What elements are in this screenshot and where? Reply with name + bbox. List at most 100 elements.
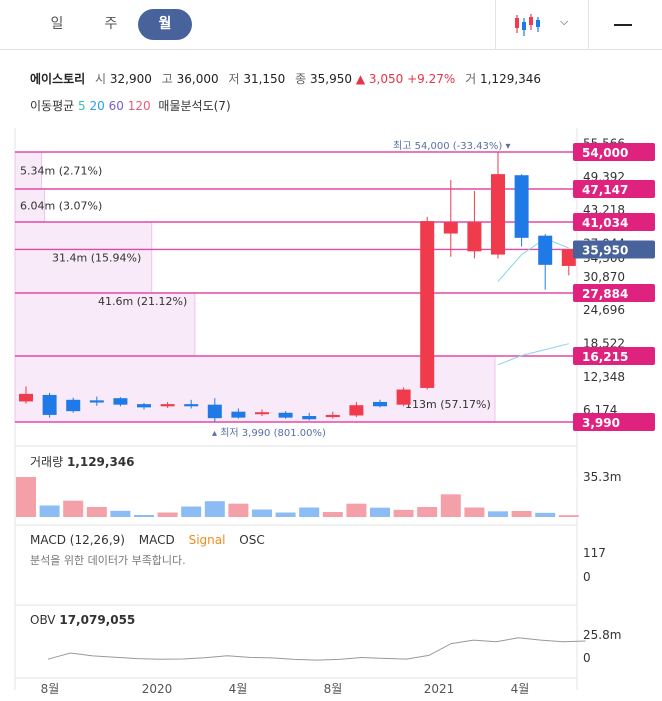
current-price-tag	[573, 240, 655, 259]
volume-panel-title: 거래량 1,129,346	[30, 453, 135, 470]
volume-profile-label: 5.34m (2.71%)	[20, 164, 102, 177]
volume-bar	[393, 509, 414, 517]
volume-bar	[134, 515, 154, 517]
volume-bar	[488, 511, 508, 517]
price-level-tag	[573, 179, 655, 198]
low-value: 31,150	[243, 72, 286, 86]
volume-bar	[299, 507, 320, 517]
volume-bar	[440, 494, 461, 517]
volume-bar	[16, 477, 36, 517]
low-annotation: ▴ 최저 3,990 (801.00%)	[212, 427, 326, 439]
candle-body	[42, 394, 57, 415]
macd-panel-title: MACD (12,26,9) MACD Signal OSC	[30, 533, 265, 547]
candle-body	[420, 221, 435, 388]
volume-bar	[464, 507, 485, 517]
ma-period-5: 5	[78, 99, 86, 113]
volume-bar	[322, 512, 343, 517]
candle-body	[19, 393, 33, 402]
price-level-tag-label: 3,990	[582, 416, 620, 430]
price-level-tag-label: 41,034	[582, 216, 628, 230]
price-level-tag	[573, 283, 655, 302]
candle-body	[443, 222, 458, 234]
candle-body	[491, 174, 505, 255]
obv-line	[47, 637, 586, 661]
volume-bar	[417, 507, 438, 517]
volume-bar	[370, 507, 390, 517]
chevron-down-icon[interactable]: ⌵	[560, 15, 569, 28]
volume-bar	[204, 501, 225, 517]
tab-day[interactable]: 일	[50, 16, 64, 32]
volume-bar	[535, 512, 556, 517]
obv-last-value: 17,079,055	[59, 613, 136, 627]
volume-bar	[181, 506, 202, 517]
x-axis-tick: 4월	[511, 682, 530, 696]
volume-bar	[157, 512, 178, 517]
volume-bar	[511, 511, 532, 517]
price-level-tag	[573, 143, 655, 161]
change-arrow-icon: ▲	[355, 72, 366, 86]
high-value: 36,000	[176, 72, 219, 86]
candle-body	[349, 405, 364, 416]
high-annotation: 최고 54,000 (-33.43%) ▾	[393, 140, 511, 152]
volume-last-value: 1,129,346	[66, 455, 135, 469]
macd-legend-signal: Signal	[188, 533, 226, 547]
price-level-tag-label: 16,215	[582, 350, 628, 364]
x-axis-tick: 4월	[229, 682, 248, 696]
volume-label: 거	[465, 72, 477, 86]
volume-axis-max: 35.3m	[583, 470, 621, 484]
macd-legend-osc: OSC	[239, 533, 265, 547]
candle-body	[373, 401, 387, 407]
price-level-tag-label: 54,000	[582, 146, 628, 160]
price-level-tag-label: 27,884	[582, 287, 628, 301]
price-level-tag	[573, 213, 655, 232]
open-label: 시	[95, 72, 107, 86]
volume-bar	[558, 515, 579, 517]
tab-week[interactable]: 주	[104, 16, 118, 32]
obv-title: OBV	[30, 613, 56, 627]
candle-body	[255, 412, 269, 415]
candle-body	[467, 222, 482, 252]
volume-title: 거래량	[30, 455, 64, 469]
candle-body	[561, 249, 576, 266]
volume-profile-bar	[14, 151, 43, 190]
tab-month[interactable]: 월	[138, 9, 192, 40]
price-axis-tick: 24,696	[583, 303, 625, 317]
volume-value: 1,129,346	[479, 72, 542, 86]
x-axis-tick: 8월	[41, 682, 60, 696]
macd-axis-tick: 0	[583, 570, 591, 584]
hamburger-icon[interactable]	[614, 24, 632, 26]
candle-body	[184, 404, 199, 407]
volume-profile-bar	[14, 355, 496, 423]
candle-body	[396, 389, 411, 405]
volume-profile-label: 41.6m (21.12%)	[98, 295, 187, 308]
top-bar: 일 주 월 ⌵	[0, 0, 662, 50]
obv-panel-title: OBV 17,079,055	[30, 613, 135, 627]
volume-bar	[63, 500, 84, 517]
candle-body	[66, 399, 81, 412]
change-percent: +9.27%	[407, 72, 456, 86]
volume-profile-label: 113m (57.17%)	[405, 398, 491, 411]
high-label: 고	[161, 72, 173, 86]
x-axis-tick: 2021	[424, 682, 455, 696]
macd-insufficient-data-note: 분석을 위한 데이터가 부족합니다.	[30, 554, 186, 567]
macd-axis-tick: 117	[583, 546, 606, 560]
close-label: 종	[295, 72, 307, 86]
x-axis-tick: 8월	[324, 682, 343, 696]
volume-profile-label: 매물분석도(7)	[158, 99, 231, 113]
volume-bar	[346, 503, 367, 517]
volume-bar	[252, 509, 272, 517]
ma-line-short	[497, 237, 569, 282]
candle-body	[207, 404, 222, 419]
ma-legend[interactable]: 이동평균 5 20 60 120 매물분석도(7)	[30, 97, 231, 114]
price-axis-tick: 12,348	[583, 370, 625, 384]
volume-profile-label: 31.4m (15.94%)	[52, 252, 141, 265]
volume-bar	[39, 505, 60, 517]
candle-body	[514, 175, 529, 238]
volume-profile-bar	[14, 292, 196, 357]
candle-body	[160, 404, 175, 407]
ma-line-long	[497, 343, 569, 366]
candle-body	[137, 404, 151, 408]
candlestick-icon[interactable]	[513, 12, 541, 36]
ma-label: 이동평균	[30, 99, 75, 113]
